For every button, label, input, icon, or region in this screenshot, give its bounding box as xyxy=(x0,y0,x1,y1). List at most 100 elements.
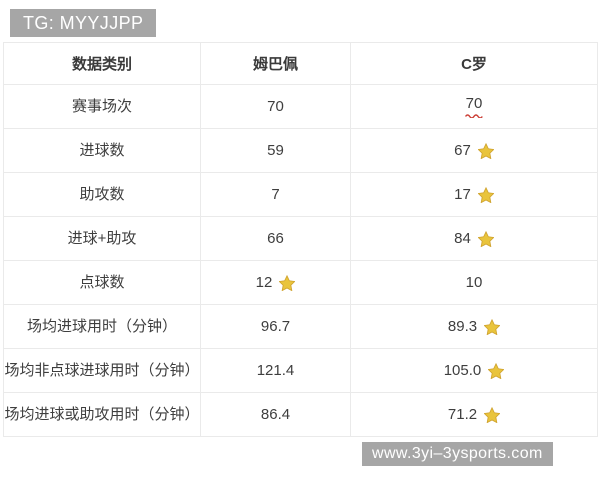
row-label-cell: 点球数 xyxy=(3,260,201,305)
row-label: 场均进球或助攻用时（分钟） xyxy=(4,407,199,422)
table-row: 赛事场次 70 70 xyxy=(3,84,598,129)
value-cell: 66 xyxy=(200,216,351,261)
stat-value: 96.7 xyxy=(261,319,290,334)
cell-text: 89.3 xyxy=(447,318,478,335)
star-icon xyxy=(279,274,296,291)
stat-value: 59 xyxy=(267,143,284,158)
cell-content: 70 xyxy=(465,96,483,118)
row-label: 场均进球用时（分钟） xyxy=(27,319,177,334)
row-label: 赛事场次 xyxy=(72,99,132,114)
watermark-website-badge: www.3yi–3ysports.com xyxy=(362,442,553,466)
cell-content: 67 xyxy=(454,142,494,159)
table-row: 点球数 12 10 xyxy=(3,260,598,305)
star-icon xyxy=(484,318,501,335)
cell-content: 89.3 xyxy=(448,318,501,335)
row-label-cell: 助攻数 xyxy=(3,172,201,217)
stat-value: 84 xyxy=(454,231,471,246)
stat-value: 70 xyxy=(267,99,284,114)
value-cell: 12 xyxy=(200,260,351,305)
cell-content: 7 xyxy=(271,187,279,202)
cell-content: 进球数 xyxy=(79,143,124,158)
value-cell: 7 xyxy=(200,172,351,217)
row-label: 场均非点球进球用时（分钟） xyxy=(4,363,199,378)
cell-content: 70 xyxy=(267,99,284,114)
cell-text: 赛事场次 xyxy=(71,98,132,115)
row-label-cell: 进球数 xyxy=(3,128,201,173)
row-label: 进球数 xyxy=(79,143,124,158)
column-header-2: C罗 xyxy=(350,42,598,85)
value-cell: 96.7 xyxy=(200,304,351,349)
cell-text: 10 xyxy=(465,274,483,291)
cell-text: 66 xyxy=(267,230,284,247)
value-cell: 89.3 xyxy=(350,304,598,349)
cell-text: 助攻数 xyxy=(79,186,125,203)
cell-text: 105.0 xyxy=(443,362,482,379)
cell-text: 进球+助攻 xyxy=(67,230,137,247)
stat-value: 10 xyxy=(466,275,483,290)
cell-text: 71.2 xyxy=(447,406,478,423)
cell-content: 59 xyxy=(267,143,284,158)
value-cell: 70 xyxy=(200,84,351,129)
table-row: 场均进球用时（分钟） 96.7 89.3 xyxy=(3,304,598,349)
cell-text: 17 xyxy=(454,186,471,203)
stat-value: 121.4 xyxy=(257,363,295,378)
table-row: 进球数 59 67 xyxy=(3,128,598,173)
row-label: 进球+助攻 xyxy=(68,231,137,246)
cell-text: 场均进球用时（分钟） xyxy=(26,318,177,335)
value-cell: 17 xyxy=(350,172,598,217)
cell-text: 场均进球或助攻用时（分钟） xyxy=(4,406,200,423)
column-header-1: 姆巴佩 xyxy=(200,42,351,85)
cell-text: 进球数 xyxy=(79,142,125,159)
cell-content: 赛事场次 xyxy=(72,99,132,114)
table-row: 进球+助攻 66 84 xyxy=(3,216,598,261)
value-cell: 67 xyxy=(350,128,598,173)
stat-value: 89.3 xyxy=(448,319,477,334)
watermark-telegram-badge: TG: MYYJJPP xyxy=(10,9,157,37)
cell-text: 点球数 xyxy=(79,274,125,291)
table: 数据类别 姆巴佩 C罗 赛事场次 70 70 进球数 59 67 助攻数 7 17 进球+助攻 66 84… xyxy=(3,42,598,437)
row-label: 点球数 xyxy=(79,275,124,290)
cell-content: 105.0 xyxy=(443,362,505,379)
cell-content: 助攻数 xyxy=(79,187,124,202)
cell-text: 96.7 xyxy=(260,318,291,335)
row-label-cell: 场均进球或助攻用时（分钟） xyxy=(3,392,201,437)
stats-comparison-table: 数据类别 姆巴佩 C罗 赛事场次 70 70 进球数 59 67 助攻数 7 17 进球+助攻 66 84… xyxy=(3,42,598,437)
cell-text: 7 xyxy=(271,186,280,203)
star-icon xyxy=(477,142,494,159)
cell-content: 点球数 xyxy=(79,275,124,290)
cell-content: 10 xyxy=(466,275,483,290)
cell-text: 59 xyxy=(267,142,284,159)
row-label-cell: 进球+助攻 xyxy=(3,216,201,261)
cell-text: 70 xyxy=(267,98,284,115)
stat-value: 17 xyxy=(454,187,471,202)
table-header-row: 数据类别 姆巴佩 C罗 xyxy=(3,42,598,85)
table-row: 场均非点球进球用时（分钟） 121.4 105.0 xyxy=(3,348,598,393)
cell-content: 84 xyxy=(454,230,494,247)
value-cell: 59 xyxy=(200,128,351,173)
column-header-0: 数据类别 xyxy=(3,42,201,85)
cell-content: 场均进球或助攻用时（分钟） xyxy=(4,407,199,422)
cell-content: 12 xyxy=(255,274,296,291)
value-cell: 86.4 xyxy=(200,392,351,437)
cell-text: 70 xyxy=(465,95,483,112)
value-cell: 70 xyxy=(350,84,598,129)
wavy-underline-icon xyxy=(465,114,483,118)
row-label: 助攻数 xyxy=(79,187,124,202)
value-cell: 84 xyxy=(350,216,598,261)
cell-content: 17 xyxy=(454,186,494,203)
star-icon xyxy=(484,406,501,423)
value-cell: 121.4 xyxy=(200,348,351,393)
stat-value: 67 xyxy=(454,143,471,158)
cell-content: 场均非点球进球用时（分钟） xyxy=(4,363,199,378)
star-icon xyxy=(477,230,494,247)
row-label-cell: 场均进球用时（分钟） xyxy=(3,304,201,349)
cell-content: 121.4 xyxy=(257,363,295,378)
table-row: 场均进球或助攻用时（分钟） 86.4 71.2 xyxy=(3,392,598,437)
cell-text: 12 xyxy=(255,274,273,291)
cell-text: 67 xyxy=(454,142,471,159)
cell-text: 86.4 xyxy=(260,406,291,423)
cell-content: 66 xyxy=(267,231,284,246)
star-icon xyxy=(477,186,494,203)
table-row: 助攻数 7 17 xyxy=(3,172,598,217)
